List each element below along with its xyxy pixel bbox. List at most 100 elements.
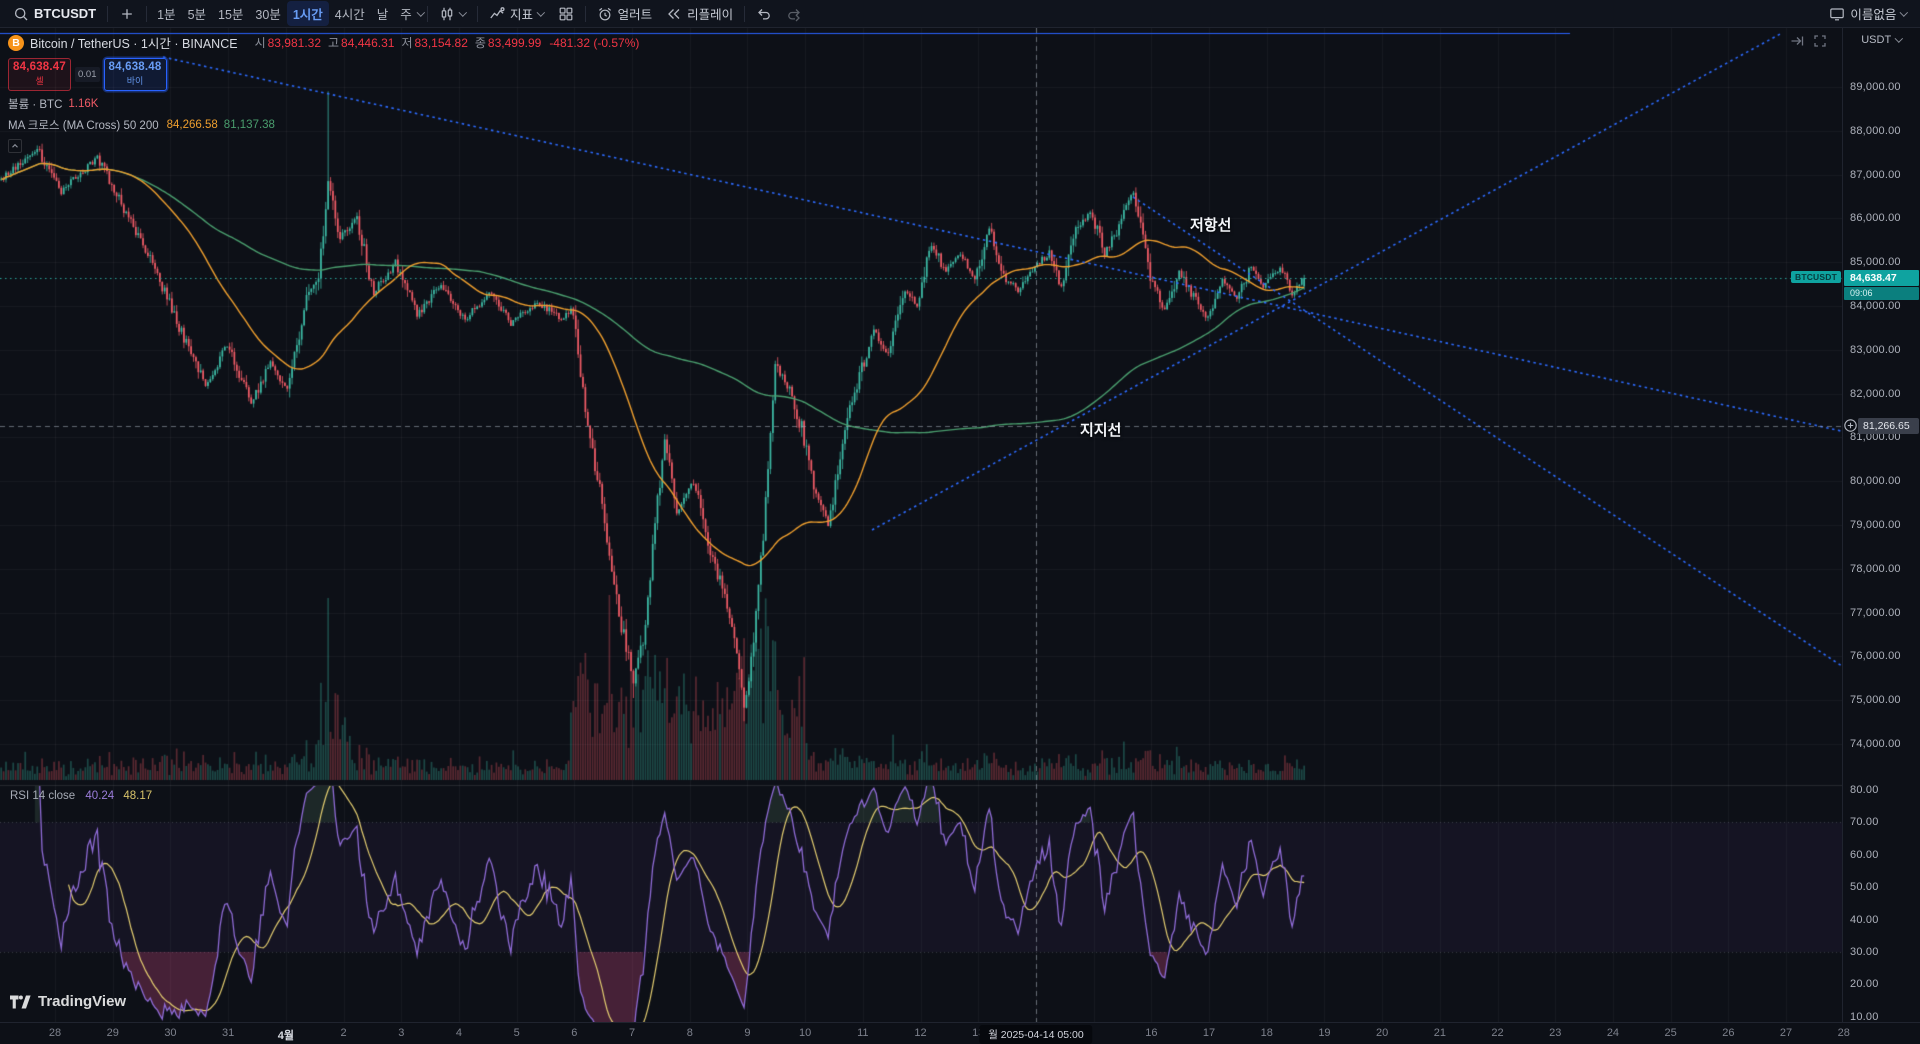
close-value: 83,499.99 xyxy=(488,36,541,50)
indicators-button[interactable]: 지표 xyxy=(482,2,551,25)
interval-1시간[interactable]: 1시간 xyxy=(287,1,329,26)
redo-icon xyxy=(786,6,802,22)
rsi-legend[interactable]: RSI 14 close 40.24 48.17 xyxy=(10,790,152,802)
change-value: -481.32 (-0.57%) xyxy=(549,36,639,50)
maximize-icon[interactable] xyxy=(1812,33,1828,49)
main-chart-canvas[interactable] xyxy=(0,28,1842,1022)
legend-collapse-button[interactable] xyxy=(8,139,22,153)
alert-button[interactable]: 얼러트 xyxy=(590,2,660,25)
time-axis-label: 27 xyxy=(1780,1027,1792,1039)
time-axis-label: 6 xyxy=(571,1027,577,1039)
rsi-scale-label: 80.00 xyxy=(1850,784,1879,796)
price-scale-label: 75,000.00 xyxy=(1850,694,1901,706)
volume-legend[interactable]: 볼륨 · BTC 1.16K xyxy=(8,96,639,112)
tradingview-logo[interactable]: TradingView xyxy=(10,993,126,1010)
rsi-scale-label: 10.00 xyxy=(1850,1011,1879,1023)
time-axis-label: 2 xyxy=(340,1027,346,1039)
time-axis-label: 28 xyxy=(49,1027,61,1039)
time-axis-label: 8 xyxy=(687,1027,693,1039)
replay-label: 리플레이 xyxy=(687,4,733,23)
currency-unit-button[interactable]: USDT xyxy=(1843,31,1920,49)
layout-name-button[interactable]: 이름없음 xyxy=(1822,2,1914,25)
interval-날[interactable]: 날 xyxy=(371,1,395,26)
time-axis-label: 22 xyxy=(1491,1027,1503,1039)
time-axis-label: 30 xyxy=(164,1027,176,1039)
undo-button[interactable] xyxy=(749,4,779,24)
layout-caret xyxy=(1900,8,1908,16)
symbol-title[interactable]: Bitcoin / TetherUS · 1시간 · BINANCE xyxy=(30,33,238,52)
time-axis-label: 28 xyxy=(1838,1027,1850,1039)
sell-price: 84,638.47 xyxy=(9,61,70,73)
support-label[interactable]: 지지선 xyxy=(1080,419,1121,440)
symbol-search-button[interactable]: BTCUSDT xyxy=(6,4,103,24)
replay-icon xyxy=(666,6,682,22)
jump-to-realtime-icon[interactable] xyxy=(1789,33,1805,49)
currency-label: USDT xyxy=(1861,34,1891,46)
time-axis-label: 9 xyxy=(744,1027,750,1039)
rsi-scale-label: 20.00 xyxy=(1850,978,1879,990)
ma200-value: 81,137.38 xyxy=(224,119,275,131)
interval-5분[interactable]: 5분 xyxy=(182,1,212,26)
indicators-label: 지표 xyxy=(510,4,533,23)
sell-label: 셀 xyxy=(9,74,70,87)
chart-type-button[interactable] xyxy=(432,4,473,24)
alarm-clock-icon xyxy=(597,6,613,22)
toolbar-separator xyxy=(146,6,147,22)
toolbar-separator xyxy=(107,6,108,22)
layout-title: 이름없음 xyxy=(1850,4,1896,23)
price-scale[interactable]: USDT 84,638.47 09:06 81,266.65 89,000.00… xyxy=(1842,28,1920,1022)
tradingview-logo-text: TradingView xyxy=(38,993,126,1010)
price-scale-label: 85,000.00 xyxy=(1850,256,1901,268)
chevron-up-icon xyxy=(10,141,20,151)
crosshair-price-label: 81,266.65 xyxy=(1858,418,1919,434)
time-axis-label: 4월 xyxy=(278,1027,294,1043)
interval-menu-caret[interactable] xyxy=(417,8,425,16)
toolbar-separator xyxy=(477,6,478,22)
time-axis-label: 31 xyxy=(222,1027,234,1039)
ma-cross-title: MA 크로스 (MA Cross) 50 200 xyxy=(8,117,159,133)
bitcoin-icon: B xyxy=(8,35,24,51)
interval-4시간[interactable]: 4시간 xyxy=(329,1,371,26)
time-axis-label: 5 xyxy=(514,1027,520,1039)
time-axis-label: 29 xyxy=(107,1027,119,1039)
interval-30분[interactable]: 30분 xyxy=(249,1,286,26)
tradingview-logo-icon xyxy=(10,995,31,1009)
low-label: 저 xyxy=(401,34,412,51)
indicators-caret xyxy=(537,8,545,16)
rsi-ma-value: 48.17 xyxy=(123,790,152,802)
candle-countdown: 09:06 xyxy=(1844,287,1919,300)
sell-button[interactable]: 84,638.47 셀 xyxy=(8,58,71,91)
time-axis-label: 16 xyxy=(1145,1027,1157,1039)
time-axis-label: 10 xyxy=(799,1027,811,1039)
add-alert-plus-icon[interactable] xyxy=(1844,419,1857,432)
time-axis-label: 4 xyxy=(456,1027,462,1039)
volume-value: 1.16K xyxy=(68,98,98,110)
time-axis-label: 21 xyxy=(1434,1027,1446,1039)
price-scale-label: 78,000.00 xyxy=(1850,563,1901,575)
price-scale-label: 82,000.00 xyxy=(1850,388,1901,400)
add-symbol-button[interactable] xyxy=(112,4,142,24)
symbol-label: BTCUSDT xyxy=(34,6,96,21)
ma-cross-legend[interactable]: MA 크로스 (MA Cross) 50 200 84,266.58 81,13… xyxy=(8,117,639,133)
interval-주[interactable]: 주 xyxy=(394,1,418,26)
resistance-label[interactable]: 저항선 xyxy=(1190,214,1231,235)
interval-15분[interactable]: 15분 xyxy=(212,1,249,26)
price-scale-label: 84,000.00 xyxy=(1850,300,1901,312)
replay-button[interactable]: 리플레이 xyxy=(659,2,740,25)
rsi-scale-label: 60.00 xyxy=(1850,849,1879,861)
volume-title: 볼륨 · BTC xyxy=(8,96,62,112)
time-axis-label: 18 xyxy=(1261,1027,1273,1039)
buy-button[interactable]: 84,638.48 바이 xyxy=(104,58,167,91)
open-value: 83,981.32 xyxy=(268,36,321,50)
interval-1분[interactable]: 1분 xyxy=(151,1,181,26)
price-scale-label: 83,000.00 xyxy=(1850,344,1901,356)
layout-grid-button[interactable] xyxy=(551,4,581,24)
redo-button[interactable] xyxy=(779,4,809,24)
toolbar-separator xyxy=(585,6,586,22)
open-label: 시 xyxy=(255,34,266,51)
